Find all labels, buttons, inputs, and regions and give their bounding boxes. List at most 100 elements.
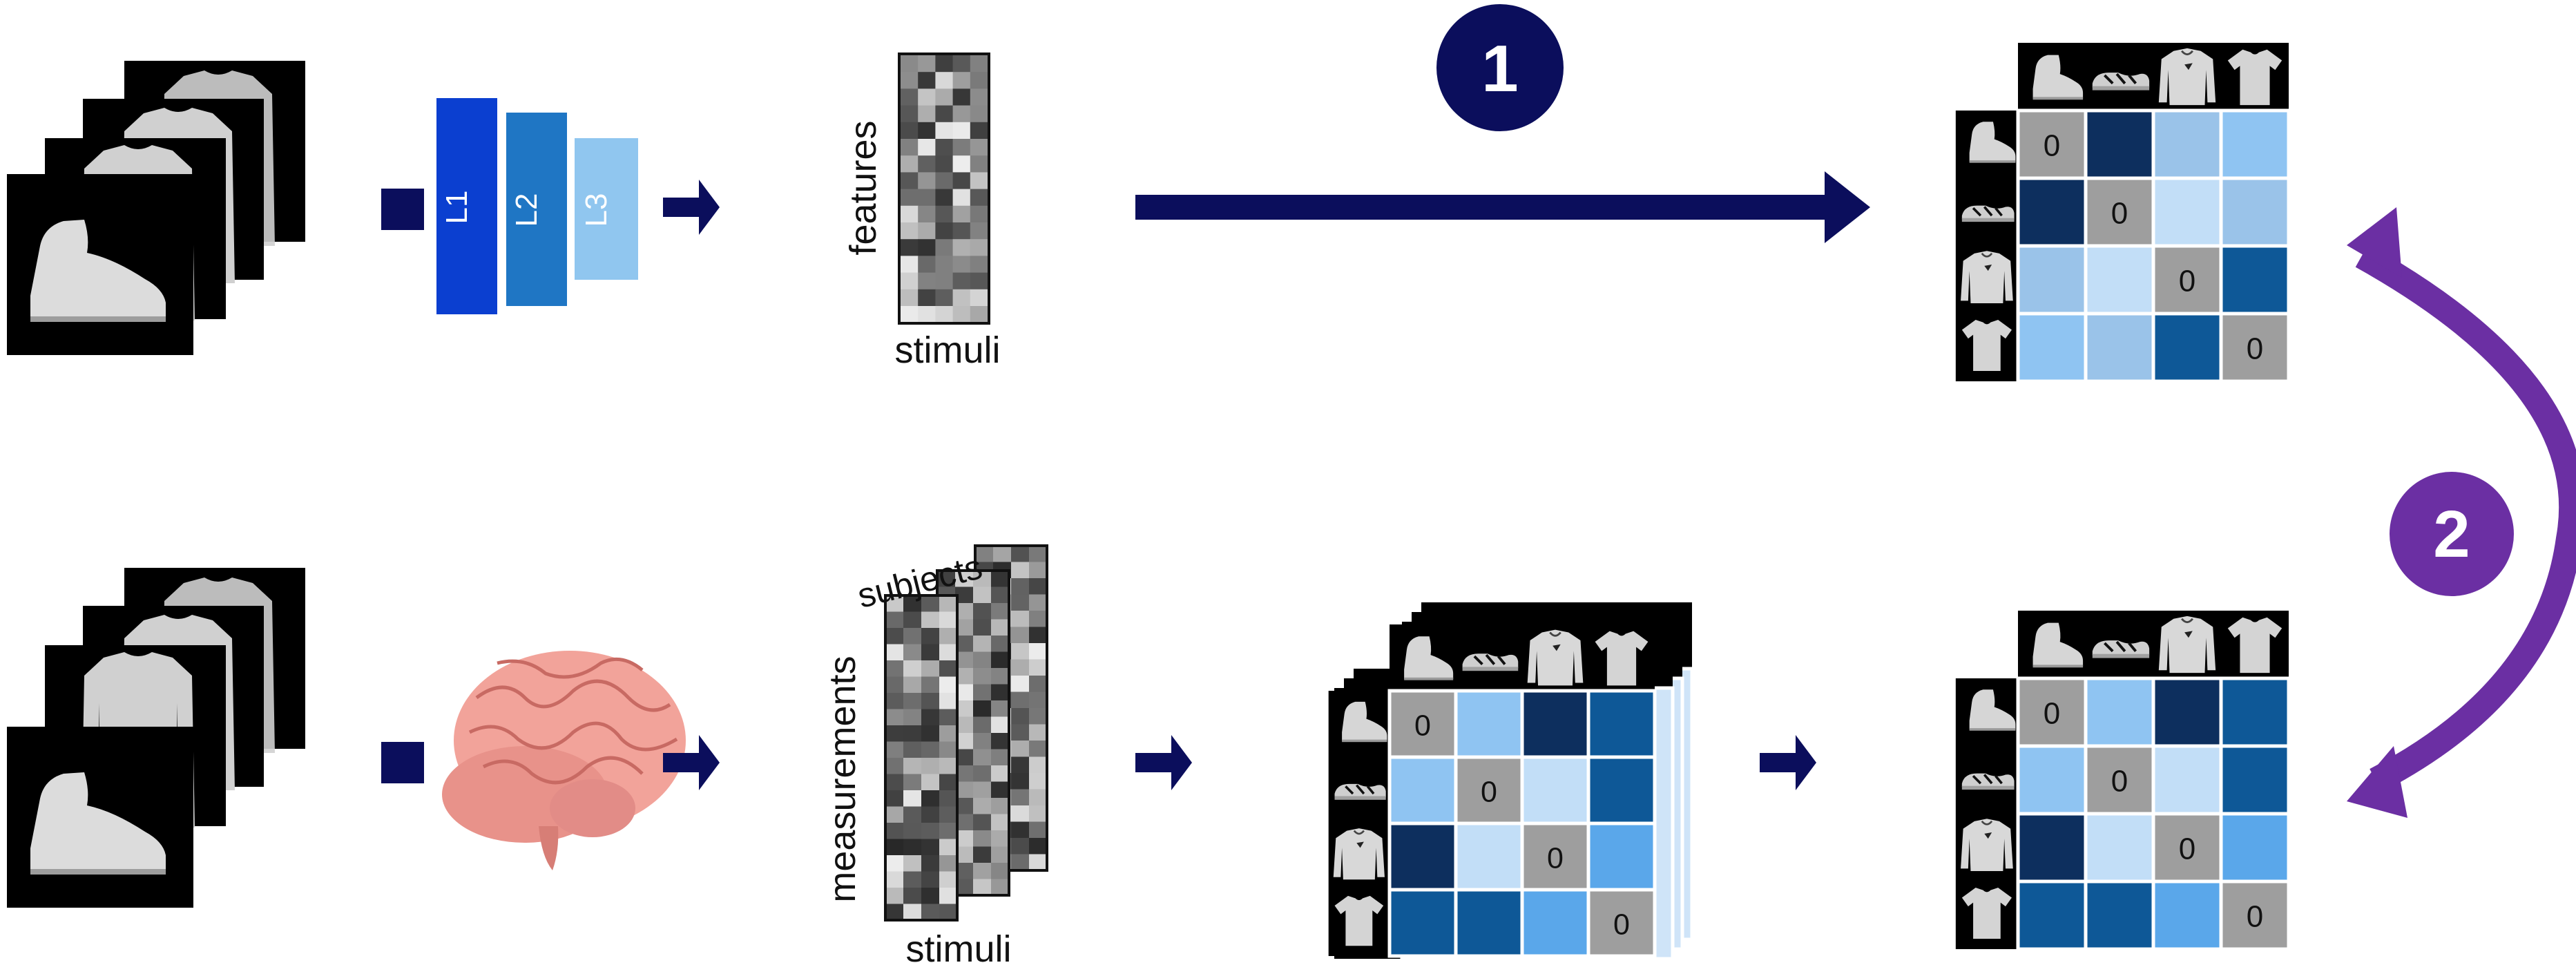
matrix-cell xyxy=(918,155,936,173)
rdm-diagonal-zero: 0 xyxy=(1613,908,1630,941)
matrix-cell xyxy=(885,806,904,823)
matrix-cell xyxy=(973,700,992,717)
rdm-cell xyxy=(2016,312,2088,383)
matrix-cell xyxy=(939,790,958,807)
rdm-cell xyxy=(2016,244,2088,316)
matrix-cell xyxy=(939,676,958,694)
matrix-cell xyxy=(952,72,971,89)
matrix-cell xyxy=(903,741,922,758)
rdm-model: 0 0 0 0 xyxy=(1955,43,2291,383)
step-1-badge: 1 xyxy=(1436,4,1564,131)
matrix-cell xyxy=(885,628,904,644)
matrix-cell xyxy=(885,774,904,791)
matrix-cell xyxy=(939,888,958,904)
matrix-cell xyxy=(918,256,936,274)
matrix-cell xyxy=(921,790,940,807)
matrix-cell xyxy=(903,725,922,742)
matrix-cell xyxy=(901,306,919,323)
matrix-cell xyxy=(1029,789,1048,806)
matrix-cell xyxy=(952,272,971,290)
matrix-cell xyxy=(921,676,940,694)
matrix-cell xyxy=(973,830,992,847)
matrix-cell xyxy=(918,172,936,190)
matrix-cell xyxy=(973,814,992,831)
matrix-cell xyxy=(885,871,904,888)
matrix-cell xyxy=(921,758,940,774)
matrix-cell xyxy=(935,122,954,140)
matrix-cell xyxy=(939,904,958,921)
matrix-cell xyxy=(939,871,958,888)
matrix-cell xyxy=(921,888,940,904)
matrix-cell xyxy=(939,660,958,677)
matrix-cell xyxy=(935,155,954,173)
rdm-cell xyxy=(2084,108,2155,180)
matrix-cell xyxy=(1029,594,1048,611)
sandal-icon xyxy=(1961,204,2016,223)
rdm-cell xyxy=(2016,676,2088,748)
matrix-cell xyxy=(1011,741,1030,757)
matrix-cell xyxy=(1011,789,1030,806)
layer-2 xyxy=(506,113,567,306)
rdm-cell xyxy=(2084,312,2155,383)
matrix-cell xyxy=(939,693,958,709)
matrix-cell xyxy=(952,239,971,256)
matrix-cell xyxy=(935,256,954,274)
matrix-cell xyxy=(918,272,936,290)
matrix-cell xyxy=(975,546,994,562)
rdm-cell xyxy=(2151,879,2223,951)
matrix-cell xyxy=(921,839,940,856)
matrix-cell xyxy=(955,571,974,587)
rdm-cell xyxy=(1586,888,1657,958)
matrix-cell xyxy=(903,709,922,726)
matrix-cell xyxy=(921,660,940,677)
matrix-cell xyxy=(885,888,904,904)
matrix-cell xyxy=(970,256,988,274)
matrix-cell xyxy=(1011,578,1030,595)
matrix-cell xyxy=(973,651,992,669)
matrix-cell xyxy=(901,139,919,156)
rdm-diagonal-zero: 0 xyxy=(1414,709,1431,742)
matrix-cell xyxy=(885,611,904,629)
matrix-cell xyxy=(973,636,992,652)
rdm-cell xyxy=(1387,888,1458,958)
matrix-cell xyxy=(918,88,936,106)
matrix-cell xyxy=(921,823,940,839)
matrix-cell xyxy=(1029,708,1048,725)
matrix-cell xyxy=(903,806,922,823)
rdm-cell xyxy=(2084,676,2155,748)
matrix-cell xyxy=(939,806,958,823)
matrix-cell xyxy=(937,571,956,587)
rdm-cell xyxy=(2219,244,2291,316)
matrix-cell xyxy=(935,222,954,240)
rdm-cell xyxy=(2219,812,2291,884)
matrix-cell xyxy=(1011,773,1030,790)
stimulus-stack-bottom xyxy=(7,568,305,908)
matrix-cell xyxy=(903,871,922,888)
matrix-cell xyxy=(935,88,954,106)
matrix-cell xyxy=(903,758,922,774)
arrow-to-average-rdm xyxy=(1760,735,1816,790)
matrix-cell xyxy=(903,855,922,872)
matrix-cell xyxy=(973,668,992,685)
rdm-cell xyxy=(1520,689,1590,759)
measurement-matrices: measurements subjects stimuli xyxy=(822,544,1048,970)
matrix-cell xyxy=(991,814,1010,831)
rdm-cell xyxy=(1454,888,1524,958)
matrix-cell xyxy=(952,289,971,307)
matrix-cell xyxy=(918,105,936,123)
layer-1 xyxy=(436,98,497,314)
rdm-cell xyxy=(2084,879,2155,951)
matrix-cell xyxy=(885,725,904,742)
matrix-cell xyxy=(921,741,940,758)
matrix-cell xyxy=(901,55,919,73)
layer-1-label: L1 xyxy=(440,191,474,225)
matrix-cell xyxy=(903,660,922,677)
matrix-cell xyxy=(903,888,922,904)
matrix-cell xyxy=(1029,821,1048,839)
matrix-cell xyxy=(939,839,958,856)
matrix-cell xyxy=(991,651,1010,669)
matrix-cell xyxy=(885,904,904,921)
sandal-icon xyxy=(2090,71,2151,92)
matrix-cell xyxy=(970,239,988,256)
matrix-cell xyxy=(1011,627,1030,644)
